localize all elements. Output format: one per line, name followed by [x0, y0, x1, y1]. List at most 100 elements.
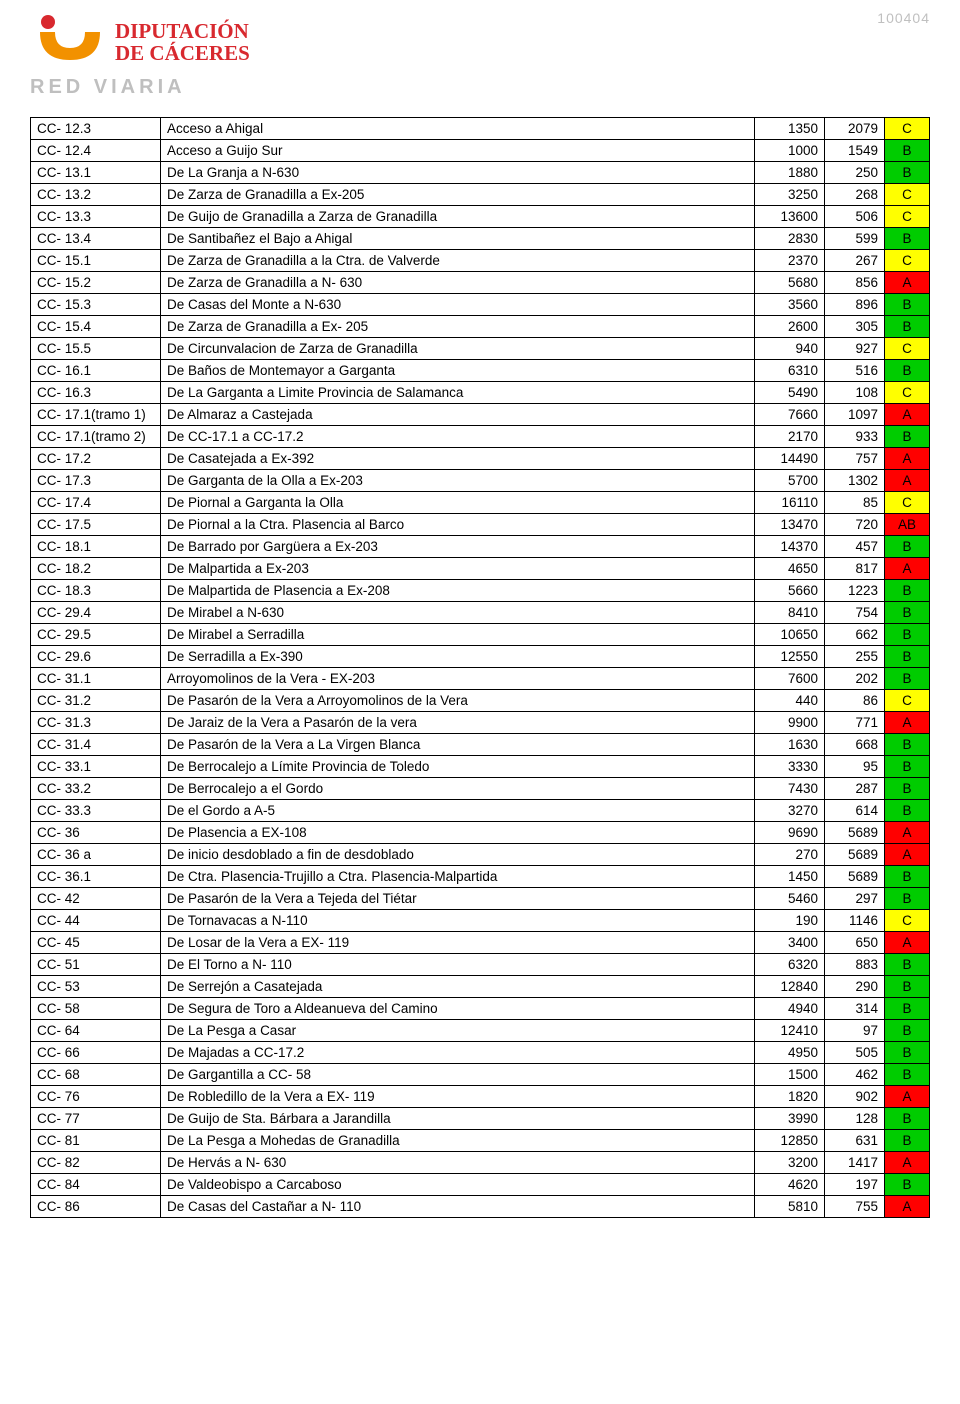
- table-cell: De Majadas a CC-17.2: [161, 1042, 755, 1064]
- table-cell: 1302: [825, 470, 885, 492]
- table-row: CC- 13.3De Guijo de Granadilla a Zarza d…: [31, 206, 930, 228]
- table-cell: 771: [825, 712, 885, 734]
- table-cell: 5689: [825, 866, 885, 888]
- table-row: CC- 42De Pasarón de la Vera a Tejeda del…: [31, 888, 930, 910]
- table-cell: 933: [825, 426, 885, 448]
- table-cell: 85: [825, 492, 885, 514]
- table-cell: CC- 13.1: [31, 162, 161, 184]
- table-cell: De Valdeobispo a Carcaboso: [161, 1174, 755, 1196]
- table-cell: 457: [825, 536, 885, 558]
- table-cell: CC- 64: [31, 1020, 161, 1042]
- page-number: 100404: [877, 10, 930, 26]
- table-cell: 2830: [755, 228, 825, 250]
- table-cell: De La Garganta a Limite Provincia de Sal…: [161, 382, 755, 404]
- table-cell: 5689: [825, 844, 885, 866]
- table-row: CC- 15.4De Zarza de Granadilla a Ex- 205…: [31, 316, 930, 338]
- table-cell: CC- 29.4: [31, 602, 161, 624]
- category-cell: B: [885, 1174, 930, 1196]
- table-cell: CC- 77: [31, 1108, 161, 1130]
- table-cell: CC- 31.1: [31, 668, 161, 690]
- category-cell: B: [885, 998, 930, 1020]
- table-cell: 1500: [755, 1064, 825, 1086]
- table-row: CC- 76De Robledillo de la Vera a EX- 119…: [31, 1086, 930, 1108]
- table-cell: CC- 15.1: [31, 250, 161, 272]
- table-cell: 614: [825, 800, 885, 822]
- table-cell: De Jaraiz de la Vera a Pasarón de la ver…: [161, 712, 755, 734]
- table-cell: De inicio desdoblado a fin de desdoblado: [161, 844, 755, 866]
- table-row: CC- 45De Losar de la Vera a EX- 11934006…: [31, 932, 930, 954]
- table-row: CC- 15.5De Circunvalacion de Zarza de Gr…: [31, 338, 930, 360]
- table-cell: De Plasencia a EX-108: [161, 822, 755, 844]
- category-cell: B: [885, 580, 930, 602]
- category-cell: A: [885, 470, 930, 492]
- table-cell: De Zarza de Granadilla a la Ctra. de Val…: [161, 250, 755, 272]
- table-row: CC- 33.1De Berrocalejo a Límite Provinci…: [31, 756, 930, 778]
- road-table: CC- 12.3Acceso a Ahigal13502079CCC- 12.4…: [30, 117, 930, 1218]
- category-cell: B: [885, 536, 930, 558]
- table-cell: 250: [825, 162, 885, 184]
- table-cell: 662: [825, 624, 885, 646]
- table-cell: 7660: [755, 404, 825, 426]
- table-cell: De Mirabel a N-630: [161, 602, 755, 624]
- table-cell: CC- 31.2: [31, 690, 161, 712]
- table-cell: 505: [825, 1042, 885, 1064]
- table-row: CC- 29.6De Serradilla a Ex-39012550255B: [31, 646, 930, 668]
- table-row: CC- 18.3De Malpartida de Plasencia a Ex-…: [31, 580, 930, 602]
- table-row: CC- 31.3De Jaraiz de la Vera a Pasarón d…: [31, 712, 930, 734]
- table-cell: 13600: [755, 206, 825, 228]
- table-cell: 5660: [755, 580, 825, 602]
- table-cell: 86: [825, 690, 885, 712]
- table-cell: De Pasarón de la Vera a Tejeda del Tiéta…: [161, 888, 755, 910]
- table-row: CC- 15.3De Casas del Monte a N-630356089…: [31, 294, 930, 316]
- table-cell: 1820: [755, 1086, 825, 1108]
- table-cell: CC- 16.1: [31, 360, 161, 382]
- table-row: CC- 33.2De Berrocalejo a el Gordo7430287…: [31, 778, 930, 800]
- category-cell: C: [885, 492, 930, 514]
- table-cell: CC- 17.1(tramo 1): [31, 404, 161, 426]
- table-row: CC- 82De Hervás a N- 63032001417A: [31, 1152, 930, 1174]
- table-row: CC- 81De La Pesga a Mohedas de Granadill…: [31, 1130, 930, 1152]
- category-cell: C: [885, 118, 930, 140]
- table-cell: 506: [825, 206, 885, 228]
- category-cell: B: [885, 778, 930, 800]
- category-cell: B: [885, 800, 930, 822]
- table-cell: 5460: [755, 888, 825, 910]
- table-cell: 3330: [755, 756, 825, 778]
- table-cell: 5490: [755, 382, 825, 404]
- table-row: CC- 64De La Pesga a Casar1241097B: [31, 1020, 930, 1042]
- table-cell: CC- 44: [31, 910, 161, 932]
- table-row: CC- 31.2De Pasarón de la Vera a Arroyomo…: [31, 690, 930, 712]
- table-cell: 97: [825, 1020, 885, 1042]
- table-row: CC- 15.1De Zarza de Granadilla a la Ctra…: [31, 250, 930, 272]
- table-cell: 267: [825, 250, 885, 272]
- category-cell: C: [885, 910, 930, 932]
- table-row: CC- 86De Casas del Castañar a N- 1105810…: [31, 1196, 930, 1218]
- table-cell: 516: [825, 360, 885, 382]
- category-cell: B: [885, 624, 930, 646]
- category-cell: A: [885, 404, 930, 426]
- table-cell: 1630: [755, 734, 825, 756]
- table-cell: De El Torno a N- 110: [161, 954, 755, 976]
- table-cell: 13470: [755, 514, 825, 536]
- category-cell: B: [885, 1042, 930, 1064]
- table-cell: De Serradilla a Ex-390: [161, 646, 755, 668]
- table-row: CC- 53De Serrejón a Casatejada12840290B: [31, 976, 930, 998]
- brand-line1: DIPUTACIÓN: [115, 19, 249, 43]
- table-row: CC- 29.4De Mirabel a N-6308410754B: [31, 602, 930, 624]
- table-cell: De Santibañez el Bajo a Ahigal: [161, 228, 755, 250]
- table-cell: De Piornal a Garganta la Olla: [161, 492, 755, 514]
- table-row: CC- 13.4De Santibañez el Bajo a Ahigal28…: [31, 228, 930, 250]
- category-cell: C: [885, 206, 930, 228]
- table-cell: 817: [825, 558, 885, 580]
- table-cell: De La Pesga a Casar: [161, 1020, 755, 1042]
- table-row: CC- 36 aDe inicio desdoblado a fin de de…: [31, 844, 930, 866]
- table-cell: CC- 82: [31, 1152, 161, 1174]
- table-row: CC- 13.2De Zarza de Granadilla a Ex-2053…: [31, 184, 930, 206]
- category-cell: B: [885, 646, 930, 668]
- table-cell: CC- 36.1: [31, 866, 161, 888]
- table-cell: 270: [755, 844, 825, 866]
- table-cell: 2079: [825, 118, 885, 140]
- category-cell: A: [885, 712, 930, 734]
- table-cell: 3400: [755, 932, 825, 954]
- table-row: CC- 16.1De Baños de Montemayor a Gargant…: [31, 360, 930, 382]
